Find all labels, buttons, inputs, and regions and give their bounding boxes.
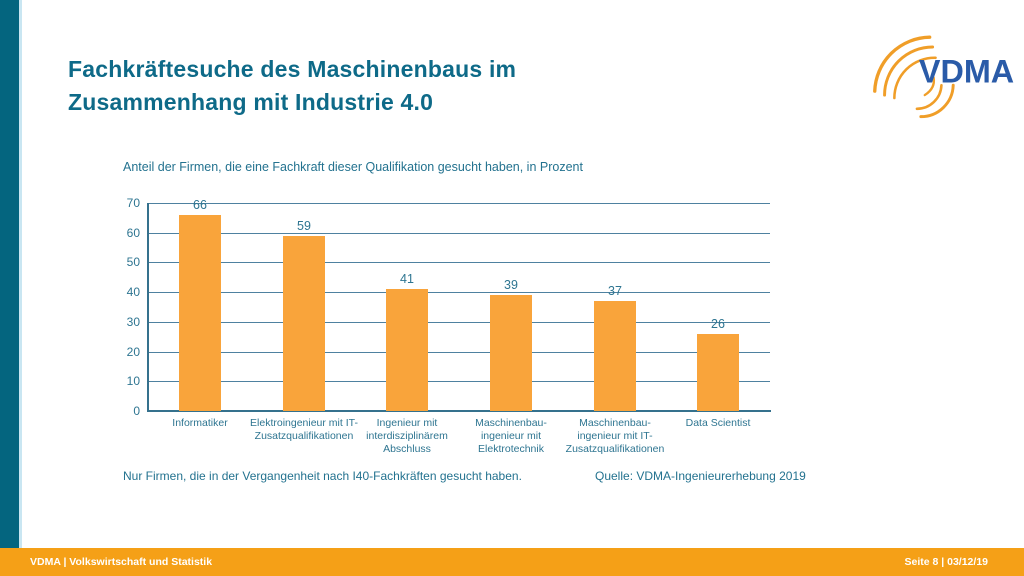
category-label-2: Elektroingenieur mit IT- Zusatzqualifika…: [250, 417, 358, 442]
bar-value-6: 26: [711, 317, 725, 331]
x-axis-line: [147, 410, 771, 412]
vdma-logo-text: VDMA: [919, 53, 1014, 89]
category-label-4: Maschinenbau- ingenieur mit Elektrotechn…: [475, 417, 547, 455]
y-axis-tick-70: 70: [126, 196, 140, 210]
bar-value-2: 59: [297, 219, 311, 233]
gridline-20: [148, 352, 770, 353]
vdma-logo: VDMA: [873, 35, 1014, 119]
category-label-3: Ingenieur mit interdisziplinärem Abschlu…: [366, 417, 448, 455]
bar-6: [697, 334, 739, 411]
gridline-40: [148, 292, 770, 293]
category-label-5: Maschinenbau- ingenieur mit IT- Zusatzqu…: [565, 417, 665, 455]
bar-value-4: 39: [504, 278, 518, 292]
bar-5: [594, 301, 636, 411]
y-axis-tick-60: 60: [126, 226, 140, 240]
footer-page-date: Seite 8 | 03/12/19: [904, 556, 989, 568]
footer-bar: VDMA | Volkswirtschaft und Statistik Sei…: [0, 548, 1024, 576]
y-axis-tick-30: 30: [126, 315, 140, 329]
page-title: Fachkräftesuche des Maschinenbaus im Zus…: [68, 53, 708, 119]
gridline-30: [148, 322, 770, 323]
page-title-line2: Zusammenhang mit Industrie 4.0: [68, 89, 434, 115]
y-axis-line: [147, 203, 149, 411]
chart-subtitle: Anteil der Firmen, die eine Fachkraft di…: [123, 160, 583, 174]
bar-value-3: 41: [400, 272, 414, 286]
category-label-6: Data Scientist: [685, 417, 751, 429]
y-axis-tick-20: 20: [126, 345, 140, 359]
bar-1: [179, 215, 221, 411]
chart-source: Quelle: VDMA-Ingenieurerhebung 2019: [595, 469, 806, 483]
bar-2: [283, 236, 325, 411]
chart-footnote: Nur Firmen, die in der Vergangenheit nac…: [123, 469, 522, 483]
y-axis-tick-10: 10: [126, 374, 140, 388]
category-label-1: Informatiker: [172, 417, 228, 429]
page-title-line1: Fachkräftesuche des Maschinenbaus im: [68, 56, 517, 82]
y-axis-tick-40: 40: [126, 285, 140, 299]
bar-value-1: 66: [193, 198, 207, 212]
y-axis-tick-0: 0: [133, 404, 140, 418]
bar-3: [386, 289, 428, 411]
gridline-60: [148, 233, 770, 234]
vdma-logo-arcs-icon: [873, 35, 955, 119]
bar-value-5: 37: [608, 284, 622, 298]
y-axis-tick-50: 50: [126, 255, 140, 269]
left-accent-strip-highlight: [19, 0, 22, 548]
gridline-70: [148, 203, 770, 204]
footer-department: VDMA | Volkswirtschaft und Statistik: [30, 556, 213, 568]
gridline-50: [148, 262, 770, 263]
gridline-10: [148, 381, 770, 382]
bar-4: [490, 295, 532, 411]
left-accent-strip: [0, 0, 19, 548]
